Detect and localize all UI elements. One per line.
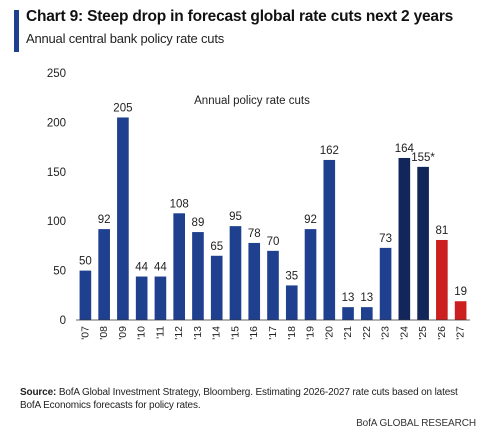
bar-value-label: 44 <box>135 262 148 274</box>
bar-value-label: 35 <box>285 270 298 282</box>
bar <box>173 213 186 320</box>
bar-value-label: 65 <box>210 241 223 253</box>
bar-value-label: 108 <box>170 198 189 210</box>
bar-value-label: 44 <box>154 262 167 274</box>
bar <box>192 232 204 320</box>
bar-value-label: 73 <box>379 233 392 245</box>
bar-value-label: 19 <box>454 286 467 298</box>
bar <box>454 301 467 320</box>
y-tick-label: 100 <box>47 216 66 228</box>
footer-brand: BofA GLOBAL RESEARCH <box>356 418 476 429</box>
bar-value-label: 89 <box>192 217 205 229</box>
x-tick-label: '16 <box>248 326 260 340</box>
x-axis: '07 '08 '09 '10 '11 '12 '13 '14 '15 '16 '17 '18 '19 '… <box>79 326 466 340</box>
bar <box>79 270 92 320</box>
bar <box>98 229 110 320</box>
y-tick-label: 200 <box>47 117 66 129</box>
title-accent-bar <box>14 10 19 52</box>
bar <box>285 285 298 320</box>
source-text: BofA Global Investment Strategy, Bloombe… <box>20 387 458 411</box>
bar-value-label: 164 <box>395 143 415 155</box>
bar-value-label: 78 <box>248 228 261 240</box>
source-label: Source: <box>20 387 57 398</box>
y-axis: 0 50 100 150 200 250 <box>47 68 66 327</box>
bar <box>117 117 129 321</box>
y-tick-label: 150 <box>47 167 66 179</box>
bar-value-label: 162 <box>320 145 339 157</box>
y-tick-label: 0 <box>60 315 66 327</box>
bar <box>360 307 373 320</box>
bar-value-label: 155* <box>411 152 435 164</box>
chart-title: Chart 9: Steep drop in forecast global r… <box>26 8 454 25</box>
x-tick-label: '24 <box>398 326 410 340</box>
x-tick-label: '09 <box>117 326 129 340</box>
bar-value-label: 13 <box>342 292 355 304</box>
x-tick-label: '10 <box>136 326 148 340</box>
x-tick-label: '13 <box>192 326 204 340</box>
bar <box>398 157 411 320</box>
x-tick-label: '07 <box>79 326 91 340</box>
bar <box>135 276 148 320</box>
bar <box>417 166 429 320</box>
source-note: Source: BofA Global Investment Strategy,… <box>20 386 480 412</box>
x-tick-label: '20 <box>323 326 335 340</box>
bar <box>267 250 279 320</box>
x-tick-label: '19 <box>305 326 317 340</box>
bar-value-label: 13 <box>360 292 373 304</box>
bar <box>154 276 167 320</box>
bar-value-label: 70 <box>267 236 280 248</box>
bar-value-label: 92 <box>304 214 317 226</box>
x-tick-label: '18 <box>286 326 298 340</box>
x-tick-label: '21 <box>342 326 354 340</box>
chart-subtitle: Annual central bank policy rate cuts <box>26 31 225 46</box>
bar <box>436 239 448 320</box>
bar-value-label: 50 <box>79 256 92 268</box>
bar-value-label: 81 <box>435 225 448 237</box>
x-tick-label: '12 <box>173 326 185 340</box>
series-label: Annual policy rate cuts <box>194 95 310 107</box>
x-tick-label: '08 <box>98 326 110 340</box>
bar <box>342 307 354 320</box>
bar <box>210 255 223 320</box>
x-tick-label: '17 <box>267 326 279 340</box>
y-tick-label: 50 <box>53 266 66 278</box>
bar <box>379 247 392 320</box>
x-tick-label: '14 <box>211 326 223 340</box>
bar <box>323 159 336 320</box>
x-tick-label: '25 <box>417 326 429 340</box>
bar <box>304 229 317 320</box>
x-tick-label: '11 <box>154 326 166 339</box>
bar-value-label: 92 <box>98 214 111 226</box>
bar <box>229 226 242 320</box>
x-tick-label: '15 <box>229 326 241 340</box>
bar-value-label: 95 <box>229 211 242 223</box>
y-tick-label: 250 <box>47 68 66 80</box>
bar-chart: Annual policy rate cuts 050100150200250 … <box>47 68 470 340</box>
x-tick-label: '22 <box>361 326 373 340</box>
x-tick-label: '27 <box>455 326 467 340</box>
x-tick-label: '26 <box>436 326 448 340</box>
x-tick-label: '23 <box>380 326 392 340</box>
bar-value-label: 205 <box>113 102 132 114</box>
bar <box>248 242 261 320</box>
